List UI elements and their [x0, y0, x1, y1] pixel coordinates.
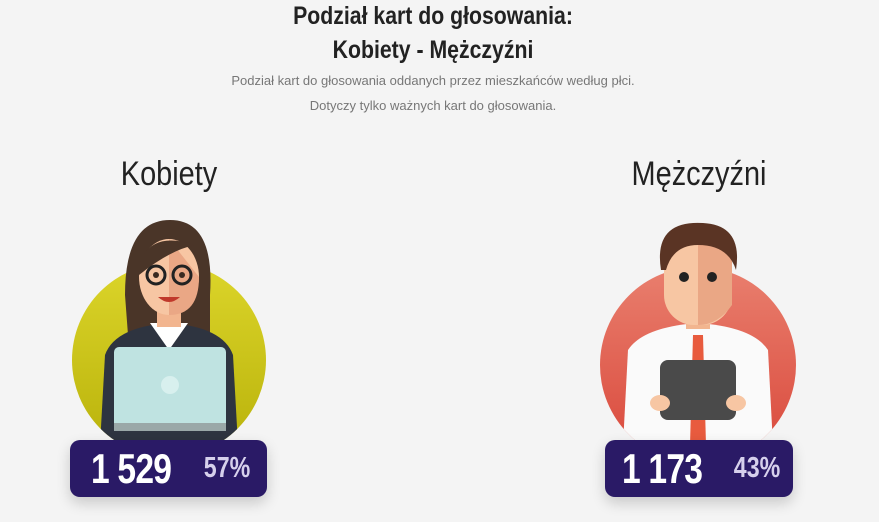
subtitle-line2: Dotyczy tylko ważnych kart do głosowania…	[309, 98, 557, 113]
men-count-badge: 1 173 43%	[605, 440, 793, 497]
men-count: 1 173	[621, 444, 703, 492]
women-count: 1 529	[91, 444, 172, 492]
page-title-line1: Podział kart do głosowania:	[293, 2, 573, 30]
women-count-badge: 1 529 57%	[70, 440, 267, 497]
page-title-line2: Kobiety - Mężczyźni	[332, 36, 534, 64]
woman-with-laptop-icon	[72, 220, 266, 445]
women-label: Kobiety	[120, 155, 218, 193]
man-with-tablet-icon	[600, 222, 796, 445]
women-percent: 57%	[203, 452, 250, 484]
subtitle-line1: Podział kart do głosowania oddanych prze…	[231, 73, 635, 88]
men-percent: 43%	[733, 452, 781, 484]
men-label: Mężczyźni	[631, 155, 767, 193]
